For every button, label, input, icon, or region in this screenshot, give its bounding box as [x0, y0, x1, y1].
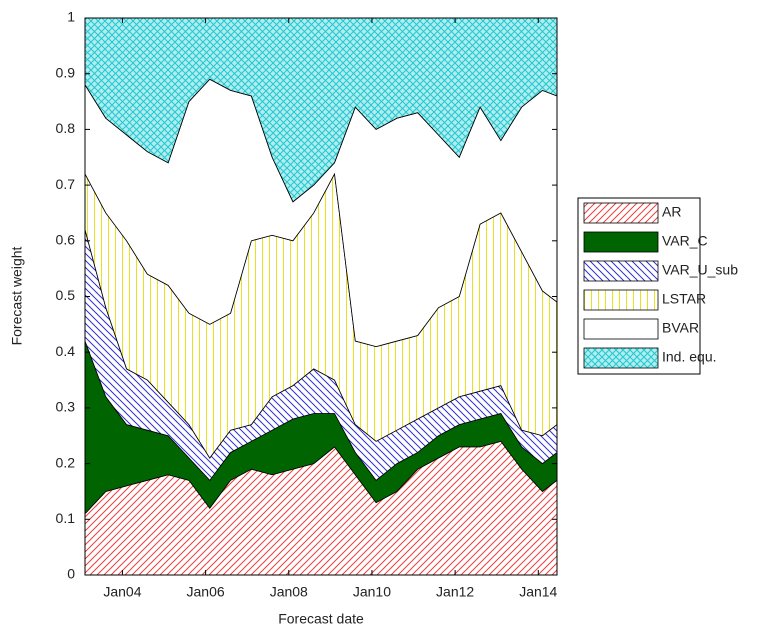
legend-label: LSTAR: [662, 291, 706, 307]
y-axis-title: Forecast weight: [9, 246, 25, 345]
y-tick-label: 0.9: [56, 64, 76, 80]
legend-label: BVAR: [662, 320, 699, 336]
y-tick-label: 0.3: [56, 399, 76, 415]
legend-swatch: [583, 289, 659, 311]
x-tick-label: Jan10: [353, 584, 391, 600]
legend-swatch: [583, 202, 659, 224]
legend-label: AR: [662, 204, 681, 220]
x-tick-label: Jan12: [436, 584, 474, 600]
y-tick-label: 0.5: [56, 287, 76, 303]
legend-swatch: [583, 318, 659, 340]
legend-label: VAR_U_sub: [662, 262, 738, 278]
legend-label: Ind. equ.: [662, 349, 717, 365]
legend-swatch: [583, 231, 659, 253]
x-axis-title: Forecast date: [278, 611, 364, 627]
y-tick-label: 1: [67, 9, 75, 25]
y-tick-label: 0.1: [56, 510, 76, 526]
y-tick-label: 0.2: [56, 454, 76, 470]
legend-box: [577, 197, 701, 375]
y-tick-label: 0.4: [56, 343, 76, 359]
y-tick-label: 0.6: [56, 232, 76, 248]
legend-label: VAR_C: [662, 233, 708, 249]
x-tick-label: Jan06: [187, 584, 225, 600]
y-tick-label: 0: [67, 566, 75, 582]
x-tick-label: Jan14: [519, 584, 557, 600]
x-tick-label: Jan08: [270, 584, 308, 600]
legend-swatch: [583, 347, 659, 369]
legend-swatch: [583, 260, 659, 282]
y-tick-label: 0.7: [56, 176, 76, 192]
x-tick-label: Jan04: [103, 584, 141, 600]
y-tick-label: 0.8: [56, 120, 76, 136]
